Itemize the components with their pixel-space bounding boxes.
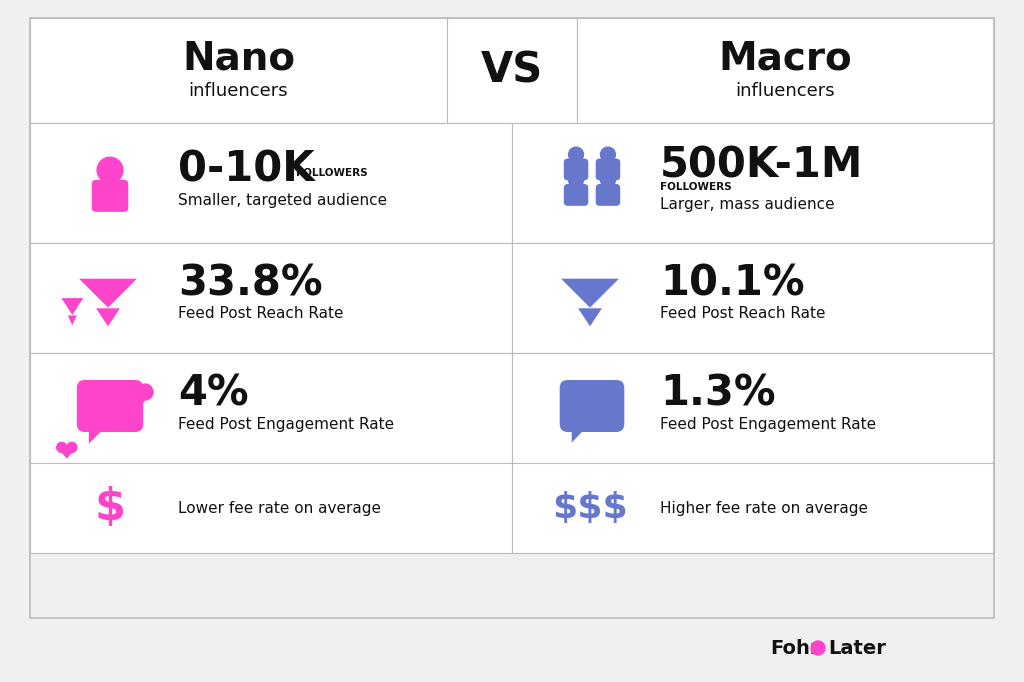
Bar bbox=[30, 353, 512, 463]
Bar bbox=[512, 463, 994, 553]
Text: Feed Post Engagement Rate: Feed Post Engagement Rate bbox=[660, 417, 877, 432]
Text: $$$: $$$ bbox=[552, 491, 628, 525]
FancyBboxPatch shape bbox=[92, 180, 128, 212]
FancyBboxPatch shape bbox=[596, 184, 621, 206]
Bar bbox=[30, 18, 447, 123]
FancyBboxPatch shape bbox=[77, 380, 143, 432]
Text: VS: VS bbox=[481, 50, 543, 91]
Circle shape bbox=[568, 173, 584, 188]
Bar bbox=[512, 123, 994, 243]
Polygon shape bbox=[61, 298, 83, 315]
Text: 10.1%: 10.1% bbox=[660, 263, 805, 305]
Text: Larger, mass audience: Larger, mass audience bbox=[660, 198, 835, 213]
Circle shape bbox=[568, 147, 584, 162]
Circle shape bbox=[600, 173, 615, 188]
Circle shape bbox=[97, 158, 123, 183]
Polygon shape bbox=[79, 279, 137, 308]
FancyBboxPatch shape bbox=[596, 159, 621, 181]
Text: Smaller, targeted audience: Smaller, targeted audience bbox=[178, 194, 387, 209]
Circle shape bbox=[56, 443, 67, 452]
Text: Feed Post Reach Rate: Feed Post Reach Rate bbox=[660, 306, 825, 321]
FancyBboxPatch shape bbox=[564, 159, 588, 181]
Text: Feed Post Reach Rate: Feed Post Reach Rate bbox=[178, 306, 343, 321]
Text: 33.8%: 33.8% bbox=[178, 263, 323, 305]
Text: Nano: Nano bbox=[182, 40, 295, 78]
Polygon shape bbox=[89, 422, 106, 444]
Bar bbox=[512, 243, 994, 353]
Polygon shape bbox=[571, 422, 588, 443]
Text: 500K-1M: 500K-1M bbox=[660, 144, 863, 186]
FancyBboxPatch shape bbox=[564, 184, 588, 206]
Circle shape bbox=[600, 147, 615, 162]
Polygon shape bbox=[56, 447, 77, 458]
FancyBboxPatch shape bbox=[560, 380, 625, 432]
Bar bbox=[447, 18, 577, 123]
Text: 1.3%: 1.3% bbox=[660, 373, 775, 415]
Bar bbox=[577, 18, 994, 123]
Text: Higher fee rate on average: Higher fee rate on average bbox=[660, 501, 868, 516]
Circle shape bbox=[67, 443, 77, 452]
Bar bbox=[30, 463, 512, 553]
Circle shape bbox=[811, 641, 825, 655]
Polygon shape bbox=[68, 315, 77, 325]
Text: Later: Later bbox=[828, 638, 886, 657]
Bar bbox=[30, 123, 512, 243]
Circle shape bbox=[137, 384, 153, 400]
Polygon shape bbox=[122, 392, 153, 409]
Bar bbox=[30, 18, 994, 618]
Text: Macro: Macro bbox=[719, 40, 852, 78]
Text: Lower fee rate on average: Lower fee rate on average bbox=[178, 501, 381, 516]
Text: influencers: influencers bbox=[188, 82, 289, 100]
Circle shape bbox=[122, 384, 137, 400]
Text: Feed Post Engagement Rate: Feed Post Engagement Rate bbox=[178, 417, 394, 432]
Text: Fohr: Fohr bbox=[770, 638, 819, 657]
Polygon shape bbox=[561, 279, 618, 308]
Polygon shape bbox=[579, 308, 602, 326]
Text: FOLLOWERS: FOLLOWERS bbox=[660, 182, 731, 192]
Text: 4%: 4% bbox=[178, 373, 249, 415]
Text: 0-10K: 0-10K bbox=[178, 148, 314, 190]
Text: $: $ bbox=[94, 486, 126, 529]
Text: FOLLOWERS: FOLLOWERS bbox=[296, 168, 368, 178]
Text: influencers: influencers bbox=[735, 82, 836, 100]
Bar bbox=[512, 353, 994, 463]
Polygon shape bbox=[96, 308, 120, 326]
Bar bbox=[30, 243, 512, 353]
